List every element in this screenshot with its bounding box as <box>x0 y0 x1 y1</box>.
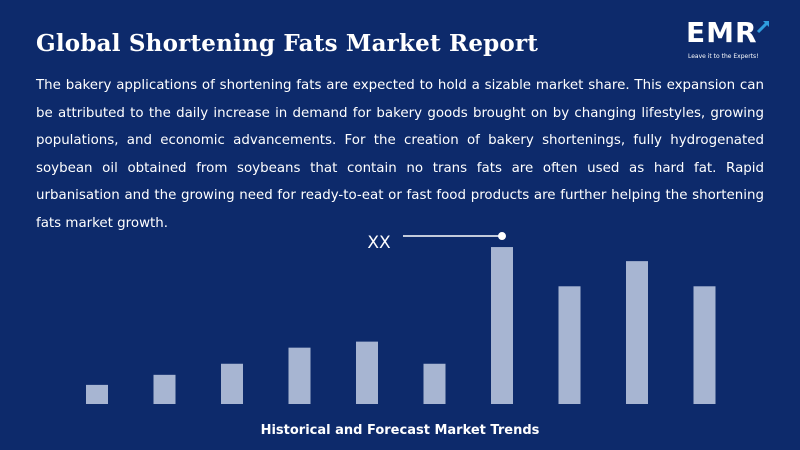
logo-text: EMR <box>686 16 758 49</box>
bar-3 <box>221 363 243 404</box>
growth-arrow-icon <box>756 20 770 34</box>
logo-tagline: Leave it to the Experts! <box>688 53 759 60</box>
annotation-label: XX <box>367 233 391 253</box>
bar-5 <box>356 341 378 404</box>
bar-4 <box>288 347 311 404</box>
chart-annotation: XX <box>367 232 506 253</box>
bar-1 <box>86 384 108 404</box>
bar-2 <box>153 374 176 404</box>
bar-9 <box>626 261 648 404</box>
emr-logo: EMR Leave it to the Experts! <box>676 16 780 64</box>
chart-bars <box>86 247 716 404</box>
chart-caption: Historical and Forecast Market Trends <box>260 423 540 438</box>
bar-10 <box>693 286 716 404</box>
bar-6 <box>423 363 446 404</box>
bar-8 <box>558 286 581 404</box>
report-description: The bakery applications of shortening fa… <box>36 78 764 231</box>
bar-7 <box>491 247 513 404</box>
annotation-dot <box>498 232 506 241</box>
page-title: Global Shortening Fats Market Report <box>36 30 539 57</box>
